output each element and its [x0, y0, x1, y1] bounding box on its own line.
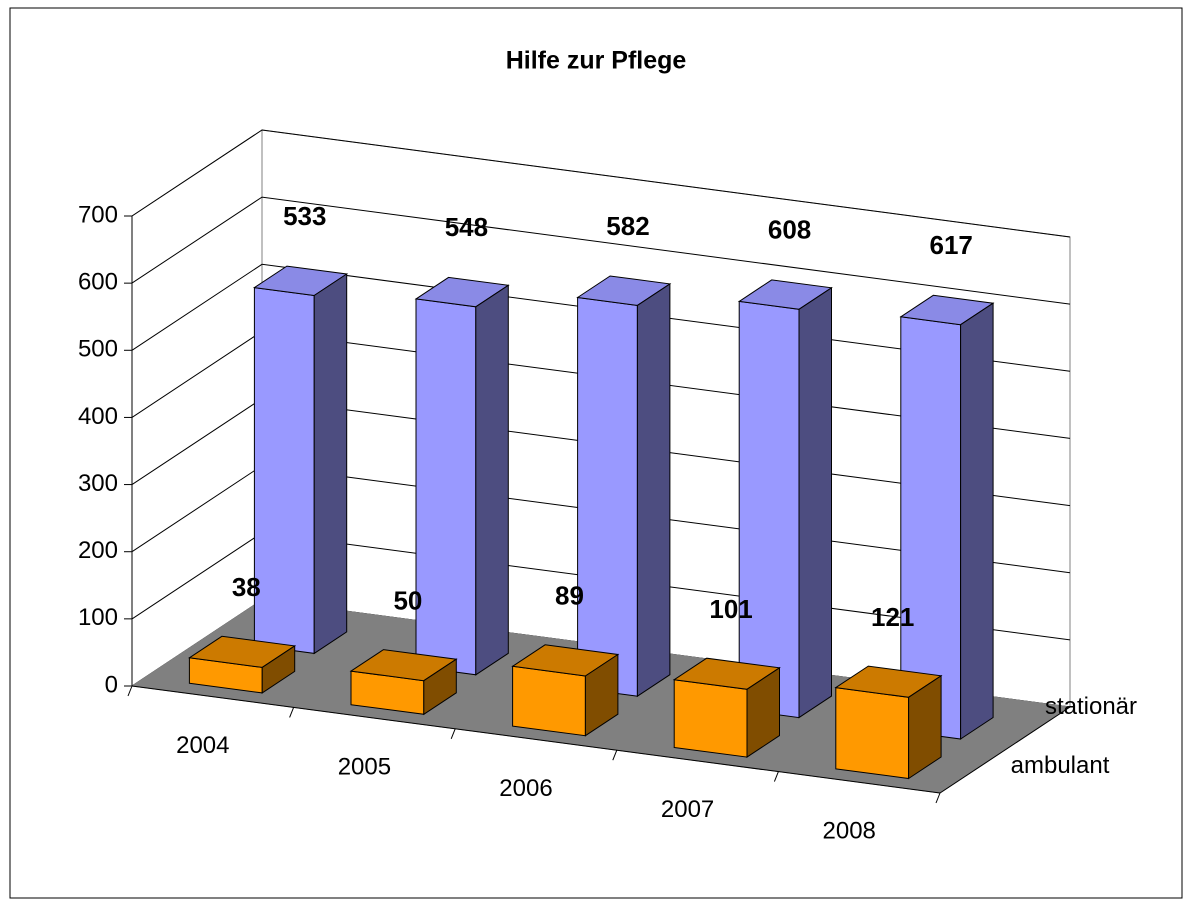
bar [737, 279, 833, 719]
bar-front [415, 298, 477, 676]
y-tick-label: 700 [78, 201, 118, 228]
bar [188, 635, 297, 694]
bar [253, 265, 349, 655]
bar [414, 276, 510, 676]
x-tick [935, 792, 941, 804]
x-tick-label: 2008 [823, 818, 876, 845]
y-tick-label: 300 [78, 470, 118, 497]
bar [834, 665, 943, 780]
x-tick [612, 750, 618, 761]
bar [576, 275, 672, 698]
x-tick-label: 2005 [338, 753, 391, 780]
x-tick-label: 2004 [176, 732, 229, 759]
y-tick-label: 200 [78, 537, 118, 564]
series-label: stationär [1045, 693, 1137, 720]
x-tick [289, 707, 295, 718]
x-tick-label: 2007 [661, 796, 714, 823]
value-label: 608 [768, 215, 811, 245]
bar-side [908, 674, 942, 780]
bar-front [738, 300, 800, 719]
bar [899, 294, 995, 740]
bar-side [475, 284, 509, 676]
bar-side [746, 666, 780, 759]
bar [511, 644, 620, 737]
value-label: 38 [232, 572, 261, 602]
grid-line [131, 129, 1071, 238]
x-tick [773, 771, 779, 782]
bar-side [313, 273, 348, 655]
series-label: ambulant [1011, 752, 1110, 779]
bar [349, 649, 458, 716]
value-label: 50 [393, 585, 422, 615]
x-tick [450, 728, 456, 739]
bar-side [423, 658, 457, 716]
bar-side [636, 282, 671, 698]
bar-side [960, 302, 994, 740]
bar-front [673, 679, 748, 758]
bar-front [253, 287, 315, 654]
value-label: 582 [606, 211, 649, 241]
bar-side [261, 644, 296, 694]
y-tick-label: 600 [78, 268, 118, 295]
x-tick [127, 685, 133, 697]
value-label: 617 [930, 230, 973, 260]
z-axis [939, 706, 1071, 794]
value-label: 89 [555, 581, 584, 611]
y-tick-label: 400 [78, 403, 118, 430]
value-label: 548 [445, 212, 488, 242]
chart-title: Hilfe zur Pflege [506, 47, 687, 75]
y-tick-label: 500 [78, 336, 118, 363]
bar-front [577, 296, 638, 697]
bar-front [512, 665, 586, 737]
value-label: 101 [709, 594, 752, 624]
y-tick-label: 0 [105, 671, 118, 698]
value-label: 121 [871, 602, 914, 632]
bar [672, 657, 781, 759]
grid-line [131, 196, 1071, 305]
x-axis [131, 685, 941, 794]
y-tick-label: 100 [78, 604, 118, 631]
bar-side [798, 286, 832, 719]
x-tick-label: 2006 [499, 775, 552, 802]
left-wall [131, 129, 263, 687]
bar-side [584, 653, 619, 737]
bar-front [835, 687, 910, 780]
value-label: 533 [283, 201, 326, 231]
